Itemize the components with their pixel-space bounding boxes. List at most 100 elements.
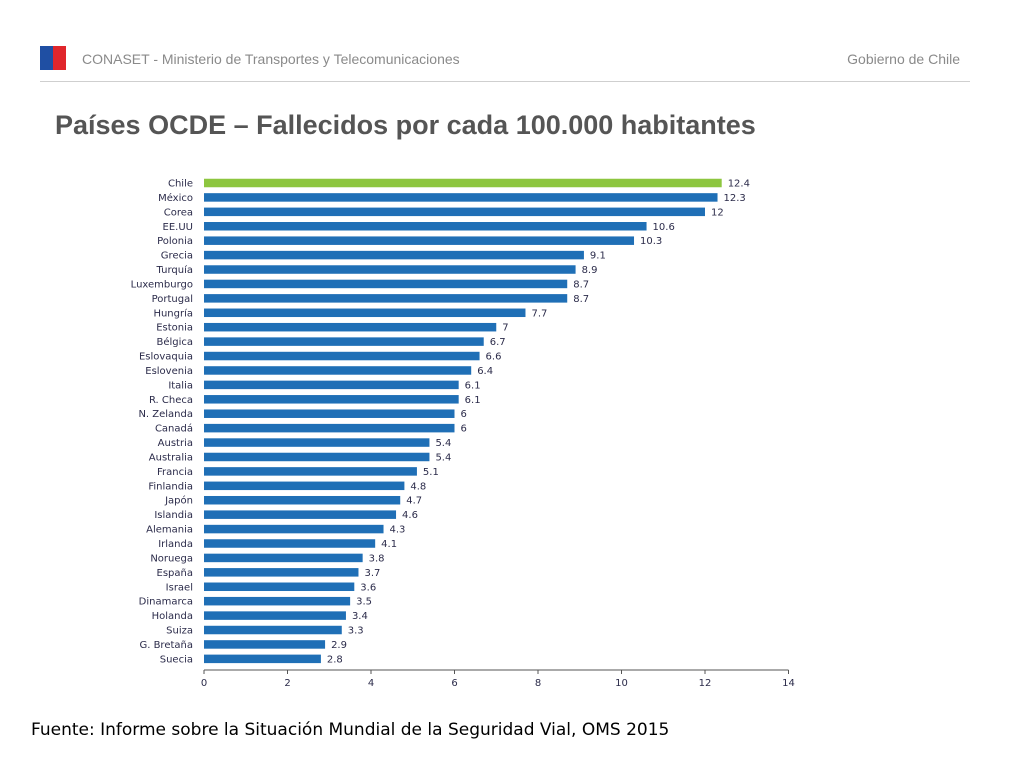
value-label: 8.9 xyxy=(582,265,598,276)
bar xyxy=(204,337,484,346)
bar xyxy=(204,250,584,260)
category-label: Alemania xyxy=(146,525,193,536)
value-label: 3.4 xyxy=(352,611,368,622)
value-label: 10.3 xyxy=(640,236,662,247)
bar xyxy=(204,308,526,318)
category-label: Francia xyxy=(157,467,193,478)
category-label: Irlanda xyxy=(158,539,193,550)
x-tick-label: 14 xyxy=(782,678,795,689)
category-label: Dinamarca xyxy=(139,597,193,608)
bar xyxy=(204,222,647,231)
value-label: 6.1 xyxy=(465,395,481,406)
bar xyxy=(204,294,568,303)
value-label: 5.4 xyxy=(435,452,451,463)
category-label: Chile xyxy=(168,179,193,190)
category-label: Israel xyxy=(166,582,193,593)
bar xyxy=(204,236,635,245)
category-label: Corea xyxy=(164,207,193,218)
x-tick-label: 10 xyxy=(615,678,628,689)
value-label: 3.6 xyxy=(360,582,376,593)
category-label: Bélgica xyxy=(156,336,193,348)
category-label: N. Zelanda xyxy=(138,409,193,420)
bar xyxy=(204,539,376,548)
category-label: Grecia xyxy=(161,251,193,262)
value-label: 6.1 xyxy=(465,380,481,391)
value-label: 2.8 xyxy=(327,654,343,665)
value-label: 6 xyxy=(461,424,467,435)
bar xyxy=(204,265,576,274)
value-label: 2.9 xyxy=(331,640,347,651)
header-divider xyxy=(40,81,970,82)
category-label: EE.UU xyxy=(163,222,193,233)
category-label: Austria xyxy=(158,438,193,449)
bar xyxy=(204,654,321,664)
category-label: Eslovenia xyxy=(145,366,193,377)
bar xyxy=(204,207,705,217)
x-tick-label: 12 xyxy=(699,678,712,689)
slide-title: Países OCDE – Fallecidos por cada 100.00… xyxy=(55,110,756,140)
bar xyxy=(204,438,430,447)
bar xyxy=(204,467,417,476)
x-tick-label: 4 xyxy=(368,678,374,689)
category-label: Islandia xyxy=(154,510,193,521)
chile-flag-icon xyxy=(40,46,66,70)
value-label: 8.7 xyxy=(573,279,589,290)
value-label: 3.5 xyxy=(356,597,372,608)
category-label: España xyxy=(157,568,193,579)
bar xyxy=(204,553,363,563)
category-label: Polonia xyxy=(157,236,193,247)
bar xyxy=(204,495,401,505)
value-label: 3.7 xyxy=(364,568,380,579)
value-label: 4.7 xyxy=(406,496,422,507)
category-label: Italia xyxy=(168,380,193,391)
bar xyxy=(204,568,359,577)
value-label: 4.3 xyxy=(390,525,406,536)
bar xyxy=(204,322,497,332)
category-label: Canadá xyxy=(155,423,193,435)
value-label: 12.3 xyxy=(724,193,746,204)
bar xyxy=(204,366,472,375)
value-label: 12.4 xyxy=(728,179,750,190)
x-tick-label: 0 xyxy=(201,678,207,689)
bar xyxy=(204,481,405,491)
category-label: G. Bretaña xyxy=(139,640,193,651)
value-label: 6.6 xyxy=(486,352,502,363)
header-organization: CONASET - Ministerio de Transportes y Te… xyxy=(82,51,460,67)
category-label: Holanda xyxy=(152,611,193,622)
category-label: Suecia xyxy=(160,654,193,665)
category-label: Noruega xyxy=(150,553,193,564)
value-label: 3.3 xyxy=(348,626,364,637)
header-government: Gobierno de Chile xyxy=(847,51,960,67)
bar xyxy=(204,596,351,606)
bar xyxy=(204,611,346,620)
bar xyxy=(204,380,459,390)
bar xyxy=(204,395,459,404)
value-label: 6.7 xyxy=(490,337,506,348)
category-label: Eslovaquia xyxy=(139,352,193,363)
bar xyxy=(204,178,722,188)
value-label: 4.6 xyxy=(402,510,418,521)
value-label: 5.1 xyxy=(423,467,439,478)
bar xyxy=(204,193,718,202)
category-label: México xyxy=(158,192,193,204)
value-label: 4.8 xyxy=(410,481,426,492)
bar-chart: Chile 12.4 México 12.3 Corea 12 EE.UU 10.6 Polon… xyxy=(131,178,795,690)
bar xyxy=(204,582,355,592)
bar xyxy=(204,625,342,635)
category-label: Portugal xyxy=(152,294,193,305)
bar xyxy=(204,423,455,433)
category-label: R. Checa xyxy=(149,395,193,406)
bar xyxy=(204,524,384,534)
category-label: Finlandia xyxy=(148,481,193,492)
x-tick-label: 6 xyxy=(451,678,457,689)
category-label: Luxemburgo xyxy=(131,279,193,290)
value-label: 3.8 xyxy=(369,553,385,564)
value-label: 7 xyxy=(502,323,508,334)
x-tick-label: 8 xyxy=(535,678,541,689)
value-label: 10.6 xyxy=(653,222,675,233)
value-label: 6.4 xyxy=(477,366,493,377)
category-label: Australia xyxy=(149,452,193,463)
category-label: Estonia xyxy=(156,323,193,334)
category-label: Suiza xyxy=(166,626,193,637)
bar xyxy=(204,409,455,418)
